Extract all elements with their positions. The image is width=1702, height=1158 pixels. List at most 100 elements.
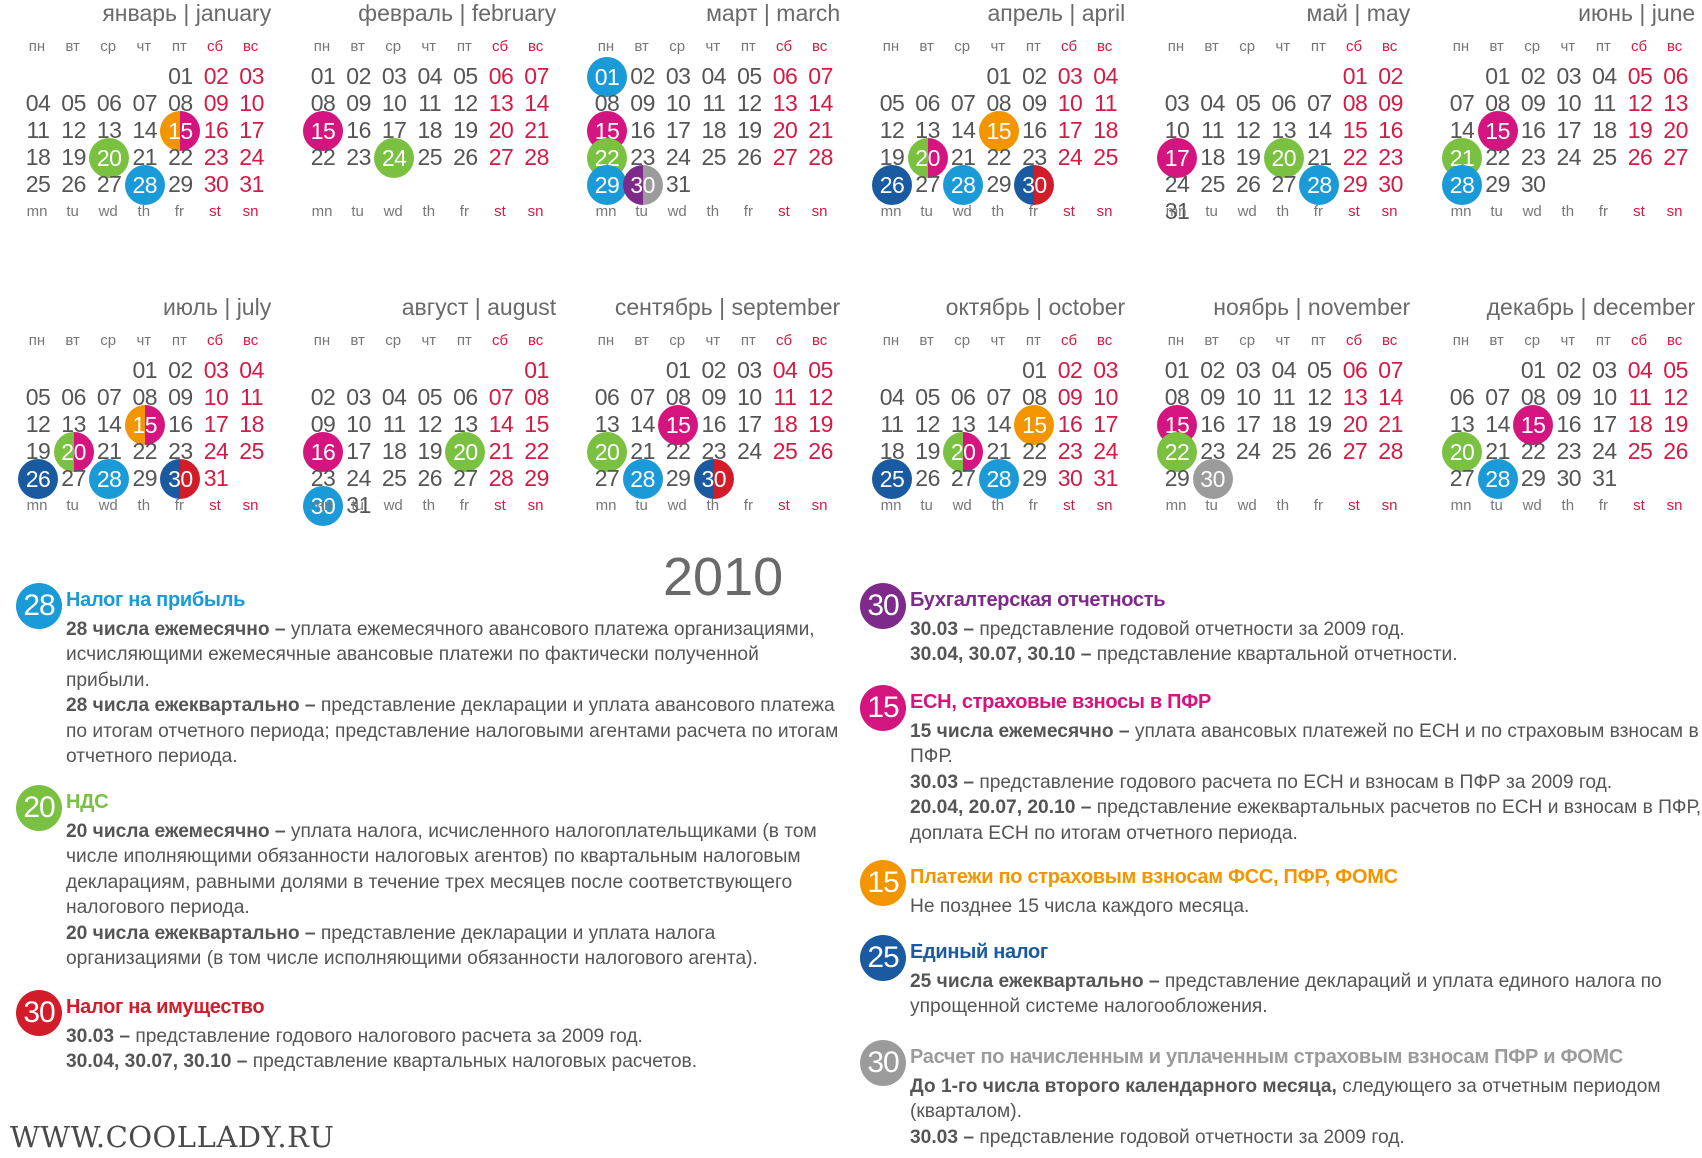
day-cell: 25	[239, 438, 264, 464]
legend-line-text: представление годовой отчетности за 2009…	[974, 619, 1405, 640]
highlighted-day: 15	[160, 111, 201, 151]
day-cell: 09	[1378, 90, 1403, 116]
weekday-en-label: st	[1348, 203, 1360, 220]
day-cell: 17	[1093, 411, 1118, 437]
day-cell: 04	[417, 63, 443, 89]
day-cell: 25	[25, 171, 51, 197]
day-cell: 31	[1164, 198, 1190, 224]
weekday-en-label: st	[778, 203, 790, 220]
day-cell: 01	[310, 63, 336, 89]
day-cell: 24	[239, 144, 264, 170]
day-cell: 09	[1200, 384, 1225, 410]
weekday-ru-label: ср	[669, 38, 686, 55]
day-cell: 03	[1235, 357, 1261, 383]
day-cell: 22	[168, 144, 193, 170]
day-cell: 22	[524, 438, 549, 464]
weekday-ru-label: вт	[1204, 332, 1219, 349]
day-cell: 03	[1057, 63, 1083, 89]
highlighted-day: 30	[1014, 165, 1055, 205]
day-cell: 01	[1485, 63, 1510, 89]
weekday-ru-label: вс	[811, 332, 828, 349]
day-cell: 26	[808, 438, 833, 464]
legend-description: 15 числа ежемесячно – уплата авансовых п…	[910, 719, 1702, 846]
weekday-ru-label: пт	[1595, 332, 1611, 349]
day-cell: 26	[417, 465, 443, 491]
day-cell: 07	[1485, 384, 1510, 410]
highlighted-day: 28	[124, 165, 165, 205]
day-cell: 29	[1342, 171, 1368, 197]
day-cell: 03	[381, 63, 407, 89]
day-cell: 30	[1520, 171, 1546, 197]
day-cell: 29	[168, 171, 193, 197]
weekday-en-label: mn	[880, 497, 902, 514]
weekday-ru-label: пт	[1595, 38, 1611, 55]
weekday-en-label: wd	[952, 497, 972, 514]
weekday-en-label: wd	[1237, 203, 1257, 220]
weekday-ru-label: пн	[313, 38, 331, 55]
day-cell: 23	[1057, 438, 1083, 464]
legend-line-lead: 20 числа ежемесячно –	[66, 821, 286, 842]
weekday-ru-label: ср	[100, 332, 117, 349]
day-cell: 16	[1022, 117, 1047, 143]
weekday-en-label: wd	[383, 497, 403, 514]
weekday-en-label: th	[1276, 203, 1290, 220]
legend-line-lead: 30.03 –	[910, 619, 975, 640]
day-cell: 24	[665, 144, 691, 170]
day-cell: 26	[737, 144, 762, 170]
weekday-ru-label: чт	[990, 332, 1006, 349]
highlighted-day: 25	[872, 459, 912, 499]
highlighted-day: 28	[1442, 165, 1482, 205]
weekday-en-label: th	[137, 203, 151, 220]
day-cell: 17	[203, 411, 229, 437]
day-cell: 08	[524, 384, 549, 410]
weekday-ru-label: вс	[1666, 332, 1683, 349]
weekday-ru-label: сб	[206, 332, 224, 349]
weekday-ru-label: сб	[1345, 38, 1363, 55]
highlighted-day: 28	[89, 459, 130, 499]
weekday-en-label: tu	[635, 497, 648, 514]
legend-title: Налог на прибыль	[66, 589, 246, 611]
day-cell: 25	[1592, 144, 1617, 170]
weekday-en-label: st	[1348, 497, 1360, 514]
weekday-ru-label: пт	[456, 332, 472, 349]
day-cell: 29	[1022, 465, 1047, 491]
day-cell: 25	[417, 144, 443, 170]
day-cell: 27	[1449, 465, 1475, 491]
highlighted-day: 30	[303, 486, 343, 526]
weekday-en-label: fr	[1598, 497, 1608, 514]
day-cell: 17	[1057, 117, 1083, 143]
day-cell: 06	[453, 384, 478, 410]
legend-title: ЕСН, страховые взносы в ПФР	[910, 691, 1212, 713]
day-cell: 19	[1235, 144, 1261, 170]
day-cell: 05	[1235, 90, 1261, 116]
highlighted-day: 16	[303, 432, 343, 472]
day-cell: 11	[1201, 117, 1225, 143]
weekday-en-label: mn	[880, 203, 902, 220]
day-cell: 25	[1093, 144, 1118, 170]
weekday-ru-label: ср	[385, 38, 402, 55]
weekday-en-label: mn	[1165, 203, 1187, 220]
weekday-ru-label: пт	[1310, 38, 1326, 55]
day-cell: 11	[240, 384, 264, 410]
day-cell: 09	[168, 384, 193, 410]
weekday-ru-label: чт	[990, 38, 1006, 55]
weekday-en-label: fr	[1313, 497, 1323, 514]
legend-line-lead: 30.04, 30.07, 30.10 –	[66, 1051, 248, 1073]
weekday-ru-label: вт	[65, 332, 80, 349]
highlighted-day: 29	[587, 165, 627, 205]
weekday-en-label: wd	[98, 203, 118, 220]
weekday-en-label: wd	[383, 203, 403, 220]
day-cell: 13	[1342, 384, 1368, 410]
day-cell: 01	[524, 357, 549, 383]
day-cell: 10	[381, 90, 407, 116]
day-cell: 04	[1093, 63, 1118, 89]
month-name: январь | january	[102, 0, 272, 26]
legend-line-lead: 30.03 –	[66, 1026, 131, 1047]
day-cell: 04	[1627, 357, 1653, 383]
day-cell: 25	[701, 144, 727, 170]
day-cell: 16	[168, 411, 193, 437]
day-cell: 28	[488, 465, 514, 491]
day-cell: 05	[417, 384, 443, 410]
day-cell: 12	[453, 90, 478, 116]
weekday-ru-label: вт	[1489, 38, 1504, 55]
